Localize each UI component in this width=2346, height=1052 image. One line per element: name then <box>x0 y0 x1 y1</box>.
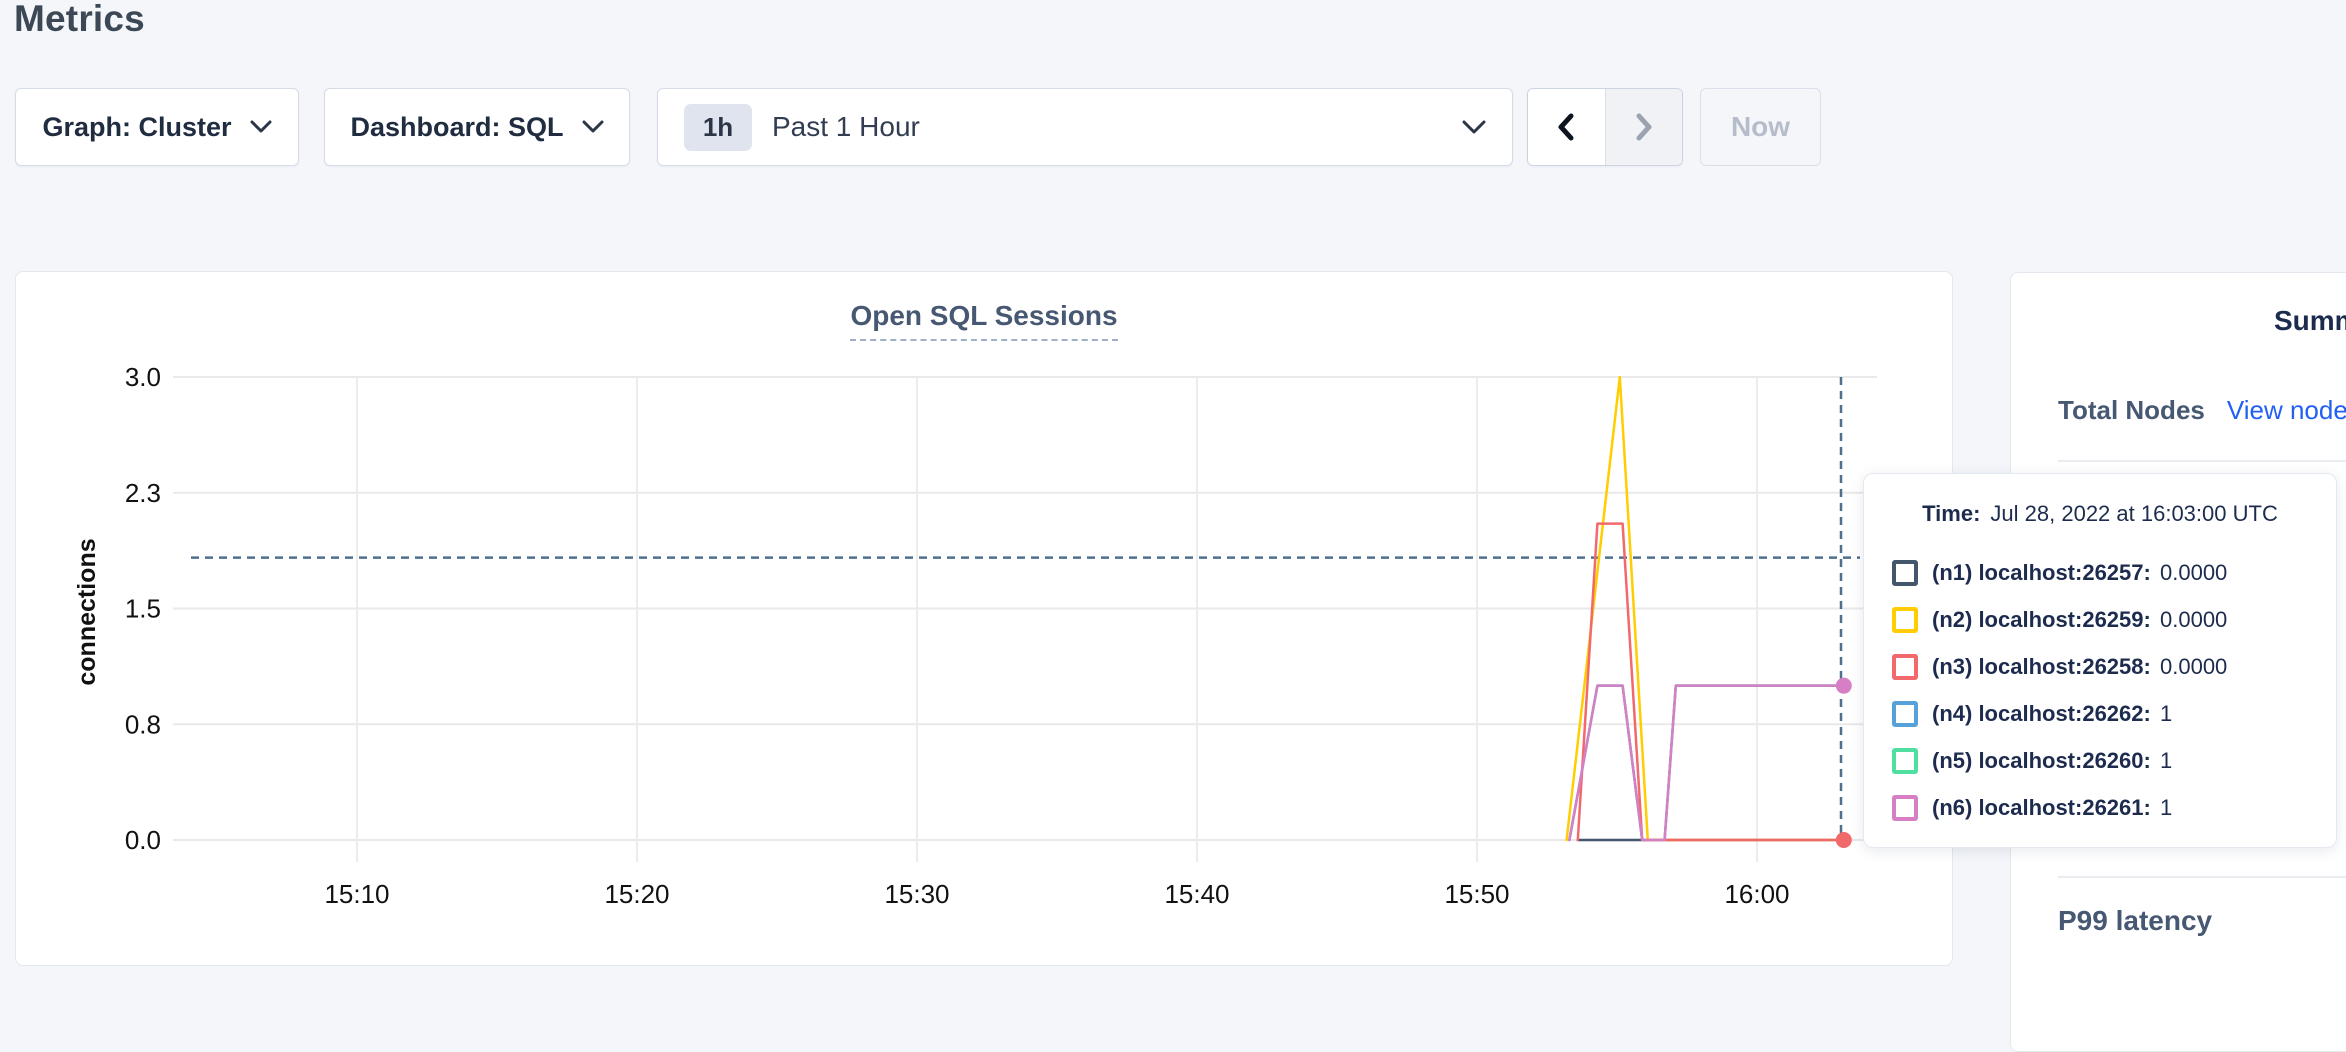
open-sql-sessions-chart[interactable]: 0.0 0.8 1.5 2.3 3.0 15:10 15:20 15:30 15:40 15:50… <box>15 271 1953 966</box>
tooltip-time-row: Time: Jul 28, 2022 at 16:03:00 UTC <box>1864 501 2336 527</box>
tooltip-series-row: (n6) localhost:26261: 1 <box>1864 784 2336 831</box>
dashboard-dropdown[interactable]: Dashboard: SQL <box>324 88 630 166</box>
chevron-down-icon <box>1462 120 1486 133</box>
series-line <box>1576 522 1848 842</box>
series-color-swatch-icon <box>1892 700 1918 727</box>
chevron-down-icon <box>250 120 272 133</box>
previous-time-window-button[interactable] <box>1528 89 1606 165</box>
page-title: Metrics <box>14 0 145 39</box>
tooltip-time-label: Time: <box>1922 501 1981 526</box>
sessions-chart-panel <box>15 271 1953 966</box>
tooltip-series-row: (n4) localhost:26262: 1 <box>1864 690 2336 737</box>
tooltip-series-value: 1 <box>2160 747 2173 773</box>
x-tick-label: 15:50 <box>1444 879 1509 909</box>
chevron-left-icon <box>1558 113 1574 141</box>
tooltip-time-value: Jul 28, 2022 at 16:03:00 UTC <box>1990 501 2278 526</box>
x-tick-label: 16:00 <box>1724 879 1789 909</box>
x-tick-label: 15:10 <box>324 879 389 909</box>
summary-title: Summary <box>2274 305 2346 336</box>
sidebar-divider <box>2058 460 2346 462</box>
series-color-swatch-icon <box>1892 606 1918 633</box>
series-color-swatch-icon <box>1892 559 1918 586</box>
x-tick-label: 15:40 <box>1164 879 1229 909</box>
series-line <box>1568 684 1848 842</box>
y-tick-label: 3.0 <box>125 362 161 392</box>
chart-hover-markers <box>1835 677 1852 848</box>
x-tick-label: 15:30 <box>884 879 949 909</box>
y-tick-label: 0.0 <box>125 825 161 855</box>
graph-scope-dropdown[interactable]: Graph: Cluster <box>15 88 299 166</box>
time-range-badge: 1h <box>684 103 752 151</box>
view-nodes-link[interactable]: View nodes <box>2226 395 2346 425</box>
series-color-swatch-icon <box>1892 794 1918 821</box>
tooltip-series-name: (n1) localhost:26257: <box>1932 559 2151 585</box>
series-hover-dot <box>1835 677 1852 694</box>
chart-hover-tooltip: Time: Jul 28, 2022 at 16:03:00 UTC (n1) l… <box>1863 473 2337 848</box>
tooltip-series-name: (n6) localhost:26261: <box>1932 794 2151 820</box>
tooltip-series-name: (n4) localhost:26262: <box>1932 700 2151 726</box>
time-window-arrows <box>1527 88 1683 166</box>
graph-scope-dropdown-label: Graph: Cluster <box>42 111 232 142</box>
series-line <box>1568 684 1848 842</box>
chart-axis-labels: 0.0 0.8 1.5 2.3 3.0 15:10 15:20 15:30 15:40 15:50… <box>73 362 1790 909</box>
tooltip-series-row: (n3) localhost:26258: 0.0000 <box>1864 643 2336 690</box>
y-tick-label: 0.8 <box>125 709 161 739</box>
time-range-selector[interactable]: 1h Past 1 Hour <box>657 88 1513 166</box>
x-tick-label: 15:20 <box>604 879 669 909</box>
series-color-swatch-icon <box>1892 747 1918 774</box>
p99-latency-label: P99 latency <box>2058 905 2213 936</box>
chart-crosshair <box>191 377 1860 840</box>
tooltip-series-row: (n1) localhost:26257: 0.0000 <box>1864 549 2336 596</box>
tooltip-series-value: 0.0000 <box>2160 606 2228 632</box>
chart-title[interactable]: Open SQL Sessions <box>850 300 1118 341</box>
tooltip-series-name: (n3) localhost:26258: <box>1932 653 2151 679</box>
now-button[interactable]: Now <box>1700 88 1821 166</box>
tooltip-series-value: 1 <box>2160 700 2173 726</box>
y-tick-label: 1.5 <box>125 594 161 624</box>
chart-title-wrap: Open SQL Sessions <box>15 300 1953 341</box>
chart-series <box>1565 375 1848 842</box>
tooltip-series-name: (n5) localhost:26260: <box>1932 747 2151 773</box>
y-tick-label: 2.3 <box>125 478 161 508</box>
tooltip-series-value: 0.0000 <box>2160 559 2228 585</box>
tooltip-series-value: 1 <box>2160 794 2173 820</box>
sidebar-divider <box>2058 876 2346 878</box>
chart-gridlines <box>173 376 1877 862</box>
total-nodes-row: Total Nodes View nodes <box>2058 395 2346 426</box>
next-time-window-button[interactable] <box>1605 89 1682 165</box>
tooltip-series-row: (n2) localhost:26259: 0.0000 <box>1864 596 2336 643</box>
tooltip-series-rows: (n1) localhost:26257: 0.0000 (n2) localhos… <box>1864 549 2336 831</box>
tooltip-series-value: 0.0000 <box>2160 653 2228 679</box>
series-color-swatch-icon <box>1892 653 1918 680</box>
series-hover-dot <box>1835 832 1852 848</box>
chevron-down-icon <box>582 120 604 133</box>
tooltip-series-row: (n5) localhost:26260: 1 <box>1864 737 2336 784</box>
tooltip-series-name: (n2) localhost:26259: <box>1932 606 2151 632</box>
time-range-label: Past 1 Hour <box>772 111 920 142</box>
dashboard-dropdown-label: Dashboard: SQL <box>350 111 564 142</box>
series-line <box>1568 684 1848 842</box>
chevron-right-icon <box>1636 113 1652 141</box>
total-nodes-label: Total Nodes <box>2058 395 2205 425</box>
y-axis-unit-label: connections <box>73 538 101 685</box>
